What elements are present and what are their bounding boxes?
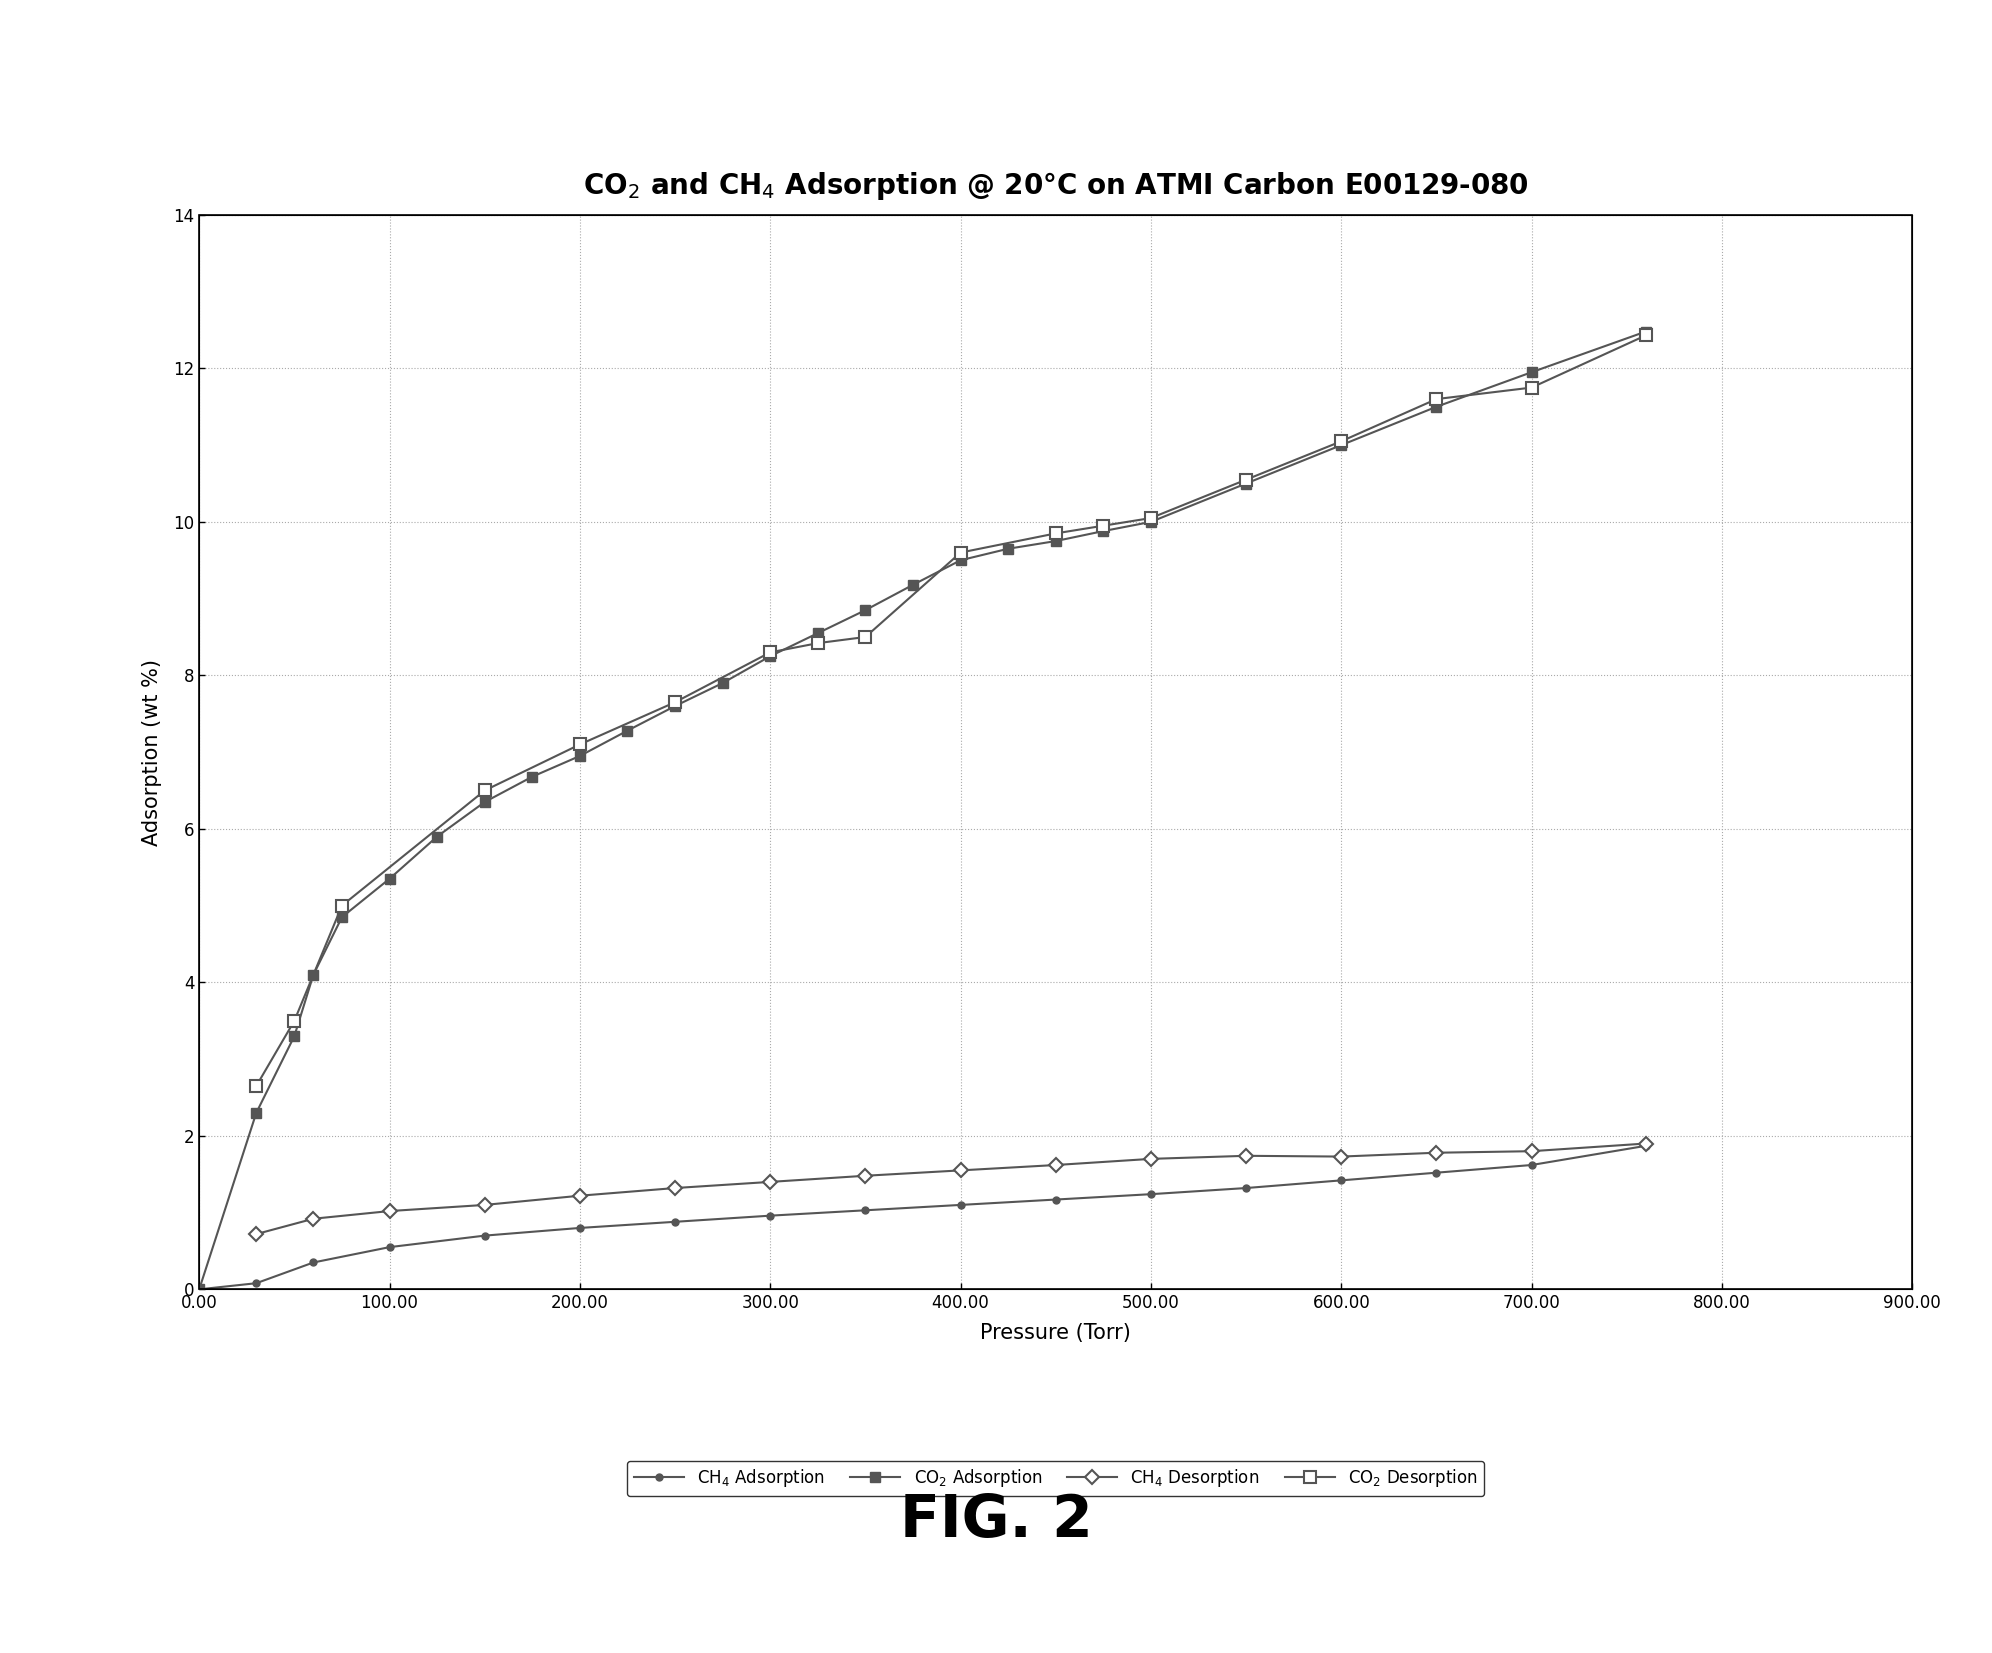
X-axis label: Pressure (Torr): Pressure (Torr) — [980, 1324, 1131, 1344]
Title: CO$_2$ and CH$_4$ Adsorption @ 20°C on ATMI Carbon E00129-080: CO$_2$ and CH$_4$ Adsorption @ 20°C on A… — [584, 170, 1528, 202]
Y-axis label: Adsorption (wt %): Adsorption (wt %) — [141, 658, 161, 846]
Legend: CH$_4$ Adsorption, CO$_2$ Adsorption, CH$_4$ Desorption, CO$_2$ Desorption: CH$_4$ Adsorption, CO$_2$ Adsorption, CH… — [627, 1461, 1484, 1496]
Text: FIG. 2: FIG. 2 — [900, 1493, 1092, 1549]
